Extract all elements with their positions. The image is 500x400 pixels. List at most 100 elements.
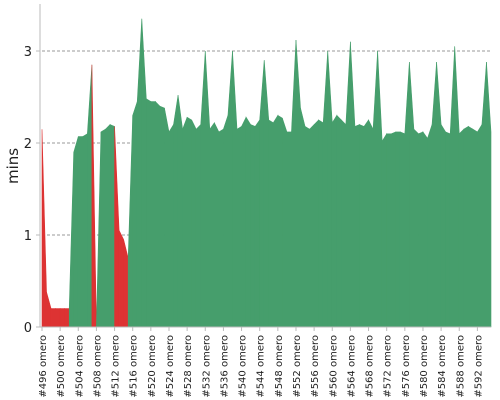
x-tick-label-536: #536 omero [219,335,230,398]
x-tick-label-588: #588 omero [455,335,466,398]
area-segment-545 [259,60,265,328]
area-segment-560 [327,50,333,328]
area-segment-579 [413,128,419,328]
area-segment-581 [422,131,428,328]
area-segment-590 [463,125,469,328]
area-segment-553 [295,39,301,328]
area-segment-557 [313,119,319,328]
area-segment-573 [386,133,392,328]
area-segment-502 [64,308,70,328]
x-tick-label-496: #496 omero [38,335,49,398]
area-segment-544 [254,119,260,328]
area-segment-550 [282,118,288,328]
y-tick-label-2: 2 [24,137,32,152]
area-segment-510 [100,128,106,328]
y-tick-label-3: 3 [24,45,32,60]
area-segment-551 [286,131,292,328]
area-segment-554 [300,107,306,328]
area-segment-594 [481,62,487,328]
area-segment-536 [218,128,224,328]
x-tick-label-552: #552 omero [292,335,303,398]
area-segment-534 [209,121,215,328]
area-segment-572 [381,132,387,328]
area-segment-539 [232,50,238,328]
area-segment-526 [173,95,179,328]
area-segment-562 [336,114,342,328]
x-tick-label-512: #512 omero [111,335,122,398]
area-segment-501 [59,308,65,328]
x-tick-layer: #496 omero #500 omero #504 omero #508 omero… [38,327,484,398]
area-segment-535 [214,122,220,328]
x-tick-label-564: #564 omero [346,335,357,398]
x-tick-label-528: #528 omero [183,335,194,398]
area-segment-547 [268,119,274,328]
x-tick-label-580: #580 omero [419,335,430,398]
area-segment-552 [291,39,297,328]
area-segment-513 [114,126,120,328]
x-tick-label-540: #540 omero [238,335,249,398]
area-segment-578 [409,62,415,328]
x-tick-label-592: #592 omero [473,335,484,398]
area-segment-584 [436,62,442,328]
area-segment-498 [46,291,52,328]
area-segment-509 [96,131,102,328]
x-tick-label-508: #508 omero [92,335,103,398]
area-segment-587 [449,46,456,328]
area-segment-582 [427,124,433,328]
area-segment-504 [73,136,79,328]
x-tick-label-548: #548 omero [274,335,285,398]
area-segment-586 [445,131,451,328]
area-segment-527 [177,95,183,328]
x-tick-label-520: #520 omero [147,335,158,398]
area-segment-571 [377,50,383,328]
area-segment-595 [486,62,492,328]
area-segment-506 [82,133,88,328]
area-segment-540 [236,125,242,328]
area-segment-591 [468,125,474,328]
area-segment-531 [195,123,202,328]
area-segment-505 [77,136,84,328]
x-tick-label-560: #560 omero [328,335,339,398]
axis-layer [39,4,491,328]
area-segment-542 [245,116,251,328]
y-tick-layer: 0 1 2 3 [24,45,40,336]
area-segment-500 [55,308,61,328]
x-tick-label-572: #572 omero [383,335,394,398]
x-tick-label-524: #524 omero [165,335,176,398]
area-segment-515 [123,239,129,328]
x-tick-label-544: #544 omero [256,335,267,398]
area-segment-589 [458,128,465,328]
area-segment-561 [331,114,338,328]
area-segment-499 [50,308,56,328]
area-segment-563 [341,119,347,328]
area-segment-517 [132,101,138,328]
area-layer [41,18,492,328]
area-segment-525 [168,123,174,328]
x-tick-label-532: #532 omero [201,335,212,398]
area-segment-588 [454,46,460,328]
area-segment-543 [250,124,256,328]
area-segment-566 [354,124,360,328]
area-segment-583 [431,62,437,328]
area-segment-541 [241,117,247,328]
area-segment-580 [418,131,424,328]
area-segment-508 [91,64,97,328]
area-segment-549 [277,114,283,328]
area-segment-592 [472,128,478,328]
area-segment-532 [200,50,206,328]
area-segment-520 [146,98,152,328]
area-segment-567 [359,124,365,328]
y-tick-label-1: 1 [24,229,32,244]
area-segment-519 [141,18,147,328]
area-segment-521 [150,101,156,328]
x-tick-label-504: #504 omero [74,335,85,398]
area-segment-558 [318,119,324,328]
area-segment-524 [164,107,170,328]
y-axis-title: mins [4,148,22,184]
area-segment-497 [41,129,47,328]
area-segment-518 [136,18,143,328]
area-segment-577 [404,62,410,328]
x-tick-label-500: #500 omero [56,335,67,398]
